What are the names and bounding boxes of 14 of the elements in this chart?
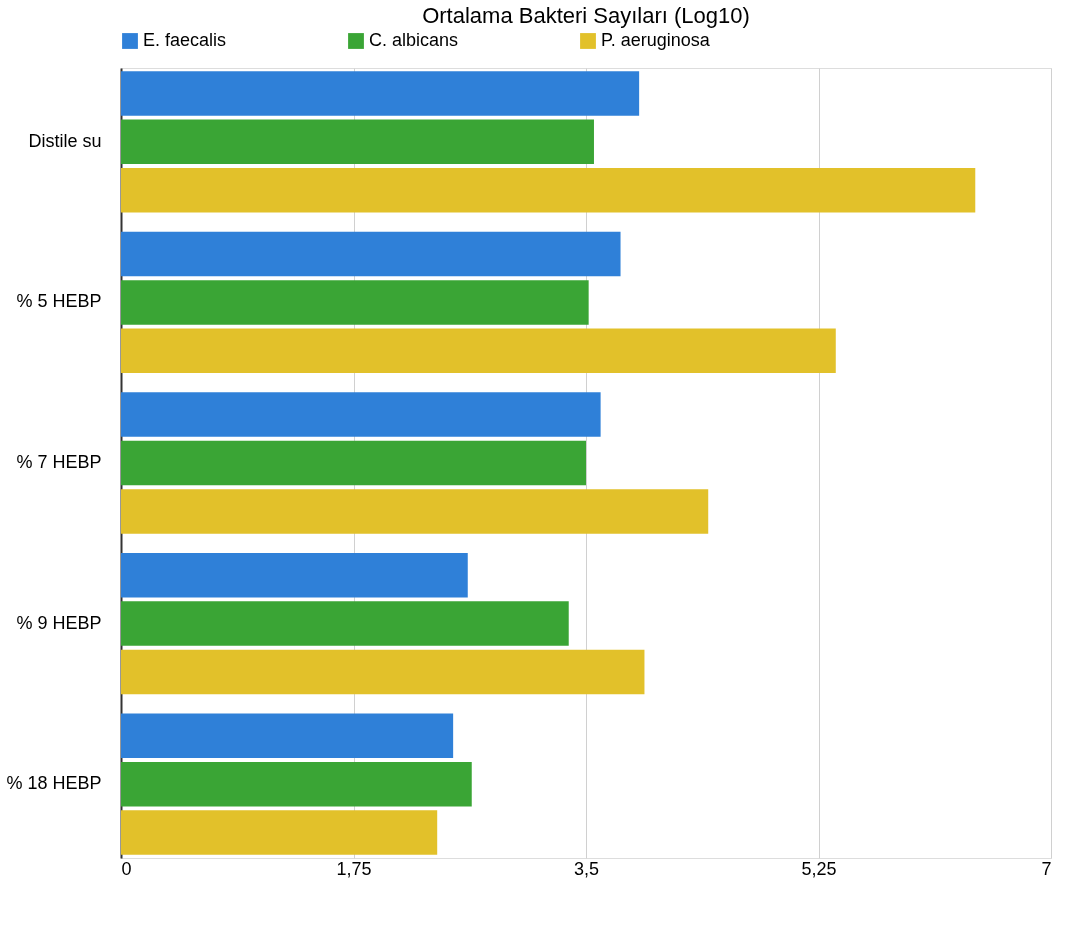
y-tick-label: % 5 HEBP (16, 291, 102, 312)
y-tick-label: Distile su (28, 130, 102, 151)
y-tick-label: % 9 HEBP (16, 612, 102, 633)
x-tick-label: 0 (121, 858, 132, 879)
x-tick-label: 3,5 (573, 858, 600, 879)
x-tick-label: 5,25 (801, 858, 837, 879)
chart-title: Ortalama Bakteri Sayıları (Log10) (422, 3, 750, 28)
legend-label: C. albicans (369, 30, 459, 50)
y-tick-label: % 18 HEBP (6, 773, 102, 794)
x-tick-label: 7 (1041, 858, 1052, 879)
legend-label: E. faecalis (143, 30, 227, 50)
x-tick-label: 1,75 (336, 858, 372, 879)
legend-label: P. aeruginosa (601, 30, 711, 50)
y-tick-label: % 7 HEBP (16, 452, 102, 472)
